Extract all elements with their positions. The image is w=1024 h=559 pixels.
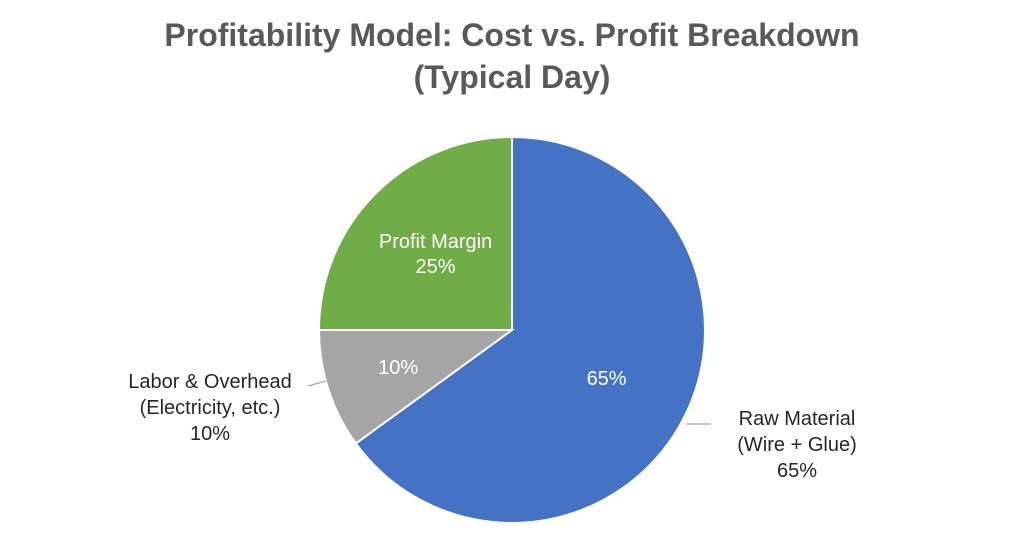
leader-line-1 (307, 380, 327, 387)
chart-title: Profitability Model: Cost vs. Profit Bre… (164, 17, 859, 95)
outside-label-1-0: Labor & Overhead (128, 371, 291, 393)
inside-label-0-0: 65% (587, 368, 627, 390)
inside-label-2-1: 25% (416, 256, 456, 278)
inside-label-1-0: 10% (378, 357, 418, 379)
pie-slice-raw-material (354, 135, 706, 524)
outside-label-0-1: (Wire + Glue) (737, 434, 856, 456)
pie-slices (317, 135, 706, 524)
pie-slice-labor-overhead (317, 329, 516, 445)
chart-title-line-1: Profitability Model: Cost vs. Profit Bre… (164, 17, 859, 53)
pie-labels: 65% 10% Profit Margin 25% Raw Material (Wire … (128, 231, 856, 482)
outside-label-0-0: Raw Material (739, 408, 856, 430)
outside-label-1-2: 10% (190, 423, 230, 445)
outside-label-1-1: (Electricity, etc.) (140, 397, 281, 419)
inside-label-2-0: Profit Margin (379, 231, 492, 253)
pie-slice-profit-margin (317, 135, 513, 331)
chart-title-line-2: (Typical Day) (414, 59, 611, 95)
outside-label-0-2: 65% (777, 460, 817, 482)
